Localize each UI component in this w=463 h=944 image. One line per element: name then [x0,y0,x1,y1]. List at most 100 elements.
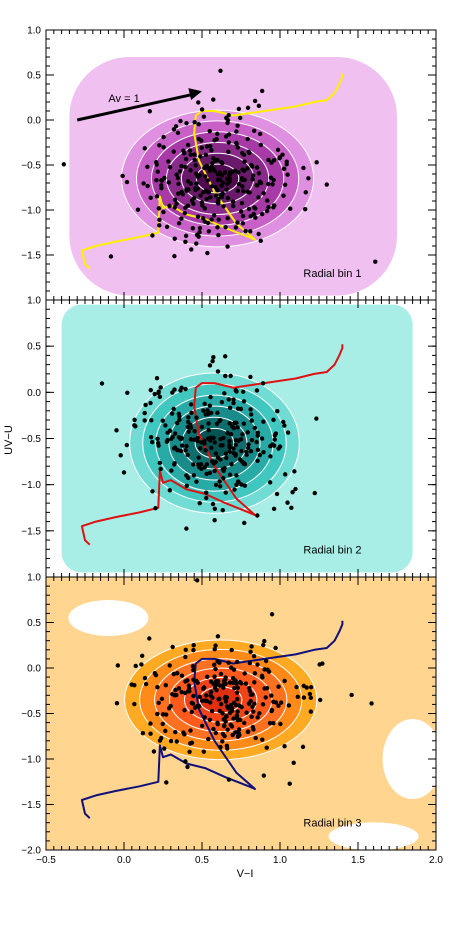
density-gap [382,719,436,799]
data-point [170,434,175,440]
data-point [185,764,190,770]
data-point [160,721,165,727]
data-point [147,636,152,641]
data-point [175,447,180,453]
data-point [157,394,163,400]
data-point [218,484,223,489]
data-point [155,684,160,690]
y-tick-label: 1.0 [27,296,41,307]
data-point [179,443,185,448]
y-tick-label: −0.5 [21,161,41,172]
data-point [250,177,255,182]
data-point [183,759,188,764]
data-point [242,720,247,726]
data-point [158,385,163,390]
data-point [204,462,210,467]
data-point [295,694,300,699]
data-point [226,397,231,402]
data-point [271,506,277,512]
data-point [184,188,190,193]
data-point [178,436,183,442]
data-point [272,437,277,442]
density-gap [68,599,149,636]
y-tick-label: −1.5 [21,251,41,262]
data-point [191,667,196,673]
data-point [191,642,196,648]
data-point [287,781,292,786]
data-point [207,403,213,408]
data-point [178,388,183,393]
data-point [215,157,220,163]
data-point [182,210,187,216]
data-point [176,411,182,417]
data-point [201,114,207,119]
data-point [202,465,207,470]
data-point [241,389,246,394]
data-point [269,612,275,617]
data-point [303,190,308,195]
data-point [234,659,240,665]
x-tick-label: 1.0 [273,855,287,866]
data-point [265,198,270,203]
data-point [185,419,191,425]
data-point [234,141,239,146]
data-point [218,701,224,707]
data-point [240,184,245,189]
data-point [250,704,255,710]
data-point [176,191,181,196]
data-point [282,423,287,428]
data-point [282,678,287,684]
data-point [221,724,227,729]
data-point [156,206,161,211]
data-point [314,416,319,421]
data-point [256,171,262,176]
data-point [153,505,158,511]
data-point [285,430,291,435]
data-point [150,233,155,238]
data-point [234,473,239,478]
data-point [187,749,192,755]
data-point [235,220,240,225]
data-point [154,194,160,199]
data-point [61,162,67,167]
data-point [195,680,200,685]
data-point [233,388,238,393]
data-point [249,714,254,719]
data-point [230,732,235,738]
data-point [197,230,202,235]
data-point [191,647,196,653]
data-point [139,653,145,658]
data-point [223,694,228,700]
data-point [208,693,213,698]
data-point [373,259,378,264]
data-point [155,169,160,174]
data-point [211,97,216,102]
data-point [250,173,256,178]
data-point [227,449,232,454]
data-point [133,424,138,429]
data-point [207,717,213,723]
data-point [215,131,220,137]
data-point [246,206,252,212]
data-point [209,184,215,189]
data-point [172,387,177,392]
data-point [239,448,244,454]
data-point [227,472,233,477]
data-point [203,174,208,179]
data-point [145,164,150,169]
data-point [201,408,206,413]
data-point [216,196,221,202]
data-point [349,692,354,698]
data-point [256,231,261,237]
x-tick-label: −0.5 [36,855,56,866]
data-point [258,142,264,148]
data-point [221,476,226,481]
data-point [183,654,188,660]
data-point [185,179,191,184]
data-point [242,483,248,488]
data-point [246,442,251,447]
data-point [160,712,166,717]
data-point [281,193,286,198]
data-point [212,647,217,652]
data-point [209,148,214,153]
